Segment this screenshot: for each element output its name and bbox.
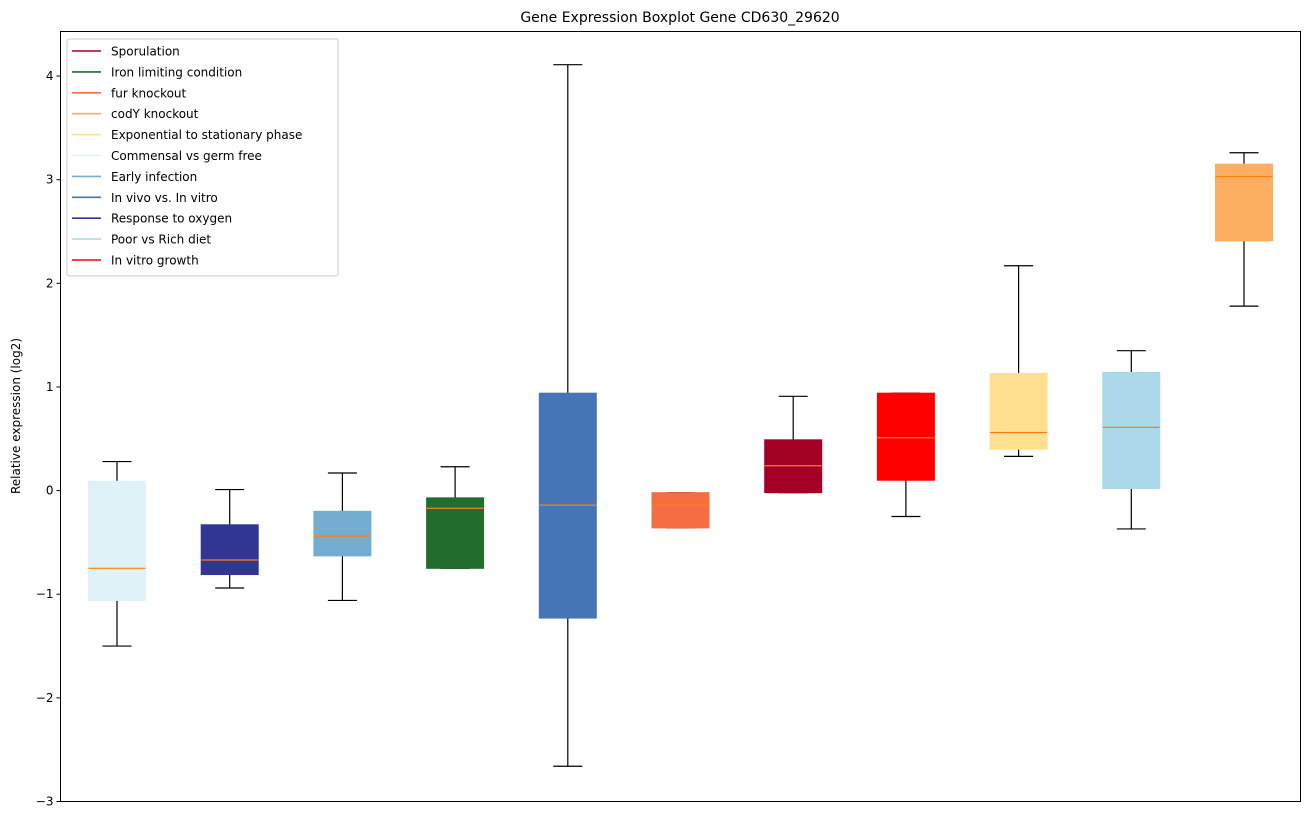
legend-label: In vitro growth [111,254,199,268]
box-in-vivo-vs-in-vitro [538,64,597,767]
legend-frame [66,38,339,277]
legend-label: Commensal vs germ free [111,149,262,163]
box-commensal-vs-germ-free [88,460,146,647]
box-poor-vs-rich-diet [1102,350,1161,530]
box-iqr [200,524,259,576]
legend-label: In vivo vs. In vitro [111,191,218,205]
box-iqr [651,492,710,529]
legend-label: Exponential to stationary phase [111,128,302,142]
y-tick-label: 4 [46,69,54,83]
box-iron-limiting-condition [426,466,485,569]
box-response-to-oxygen [200,488,259,589]
box-iqr [1102,371,1161,490]
legend-label: fur knockout [111,86,187,100]
box-iqr [88,480,146,601]
box-iqr [876,392,935,481]
legend-label: codY knockout [111,107,199,121]
y-tick-label: 3 [46,173,54,187]
box-exponential-to-stationary-phase [989,265,1048,457]
y-tick-label: −2 [36,691,54,705]
plot-frame [60,31,1301,802]
y-tick-label: 2 [46,276,54,290]
box-sporulation [764,395,823,494]
chart-title: Gene Expression Boxplot Gene CD630_29620 [520,10,839,26]
y-axis-label: Relative expression (log2) [9,338,23,494]
box-iqr [989,372,1048,450]
box-in-vitro-growth [876,392,935,518]
box-fur-knockout [651,492,710,529]
box-iqr [1215,163,1273,242]
legend-label: Iron limiting condition [111,65,242,79]
box-iqr [426,497,485,569]
y-tick-label: −1 [36,587,54,601]
legend-label: Sporulation [111,45,180,59]
boxes-group [88,64,1273,767]
legend-label: Poor vs Rich diet [111,233,211,247]
y-tick-label: −3 [36,795,54,809]
legend: Sporulation Iron limiting condition fur kn… [66,38,339,277]
legend-label: Early infection [111,170,197,184]
box-iqr [313,510,372,557]
y-tick-label: 1 [46,380,54,394]
y-axis: −3 −2 −1 0 1 2 3 4 [36,69,61,809]
y-tick-label: 0 [46,484,54,498]
box-early-infection [313,472,372,602]
box-cody-knockout [1215,152,1273,307]
legend-label: Response to oxygen [111,212,232,226]
